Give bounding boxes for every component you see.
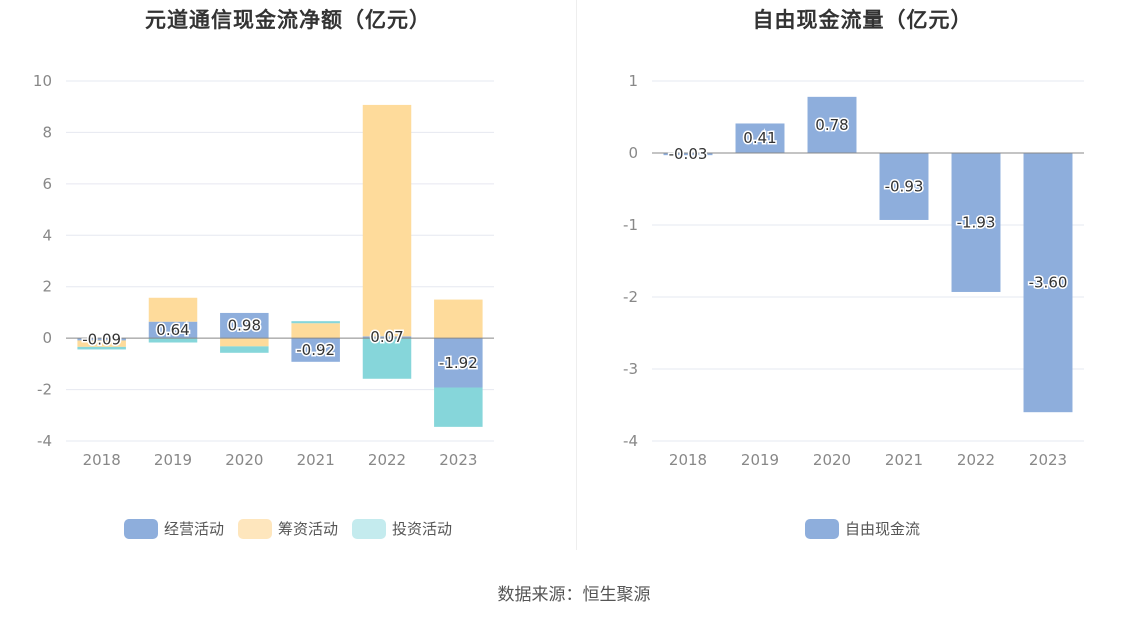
- legend-label: 投资活动: [392, 520, 453, 538]
- y-tick-label: 8: [42, 123, 52, 141]
- legend-label: 经营活动: [163, 520, 224, 538]
- bar: [220, 338, 269, 347]
- y-tick-label: 0: [628, 144, 638, 162]
- y-tick-label: -1: [623, 216, 638, 234]
- bar: [735, 123, 785, 153]
- data-label: 0.98: [228, 317, 261, 335]
- bar: [434, 299, 483, 339]
- legend-label: 自由现金流: [844, 520, 920, 538]
- bar: [148, 321, 198, 339]
- bar: [434, 387, 483, 427]
- data-label: -3.60: [1029, 274, 1068, 292]
- x-tick-label: 2022: [957, 451, 995, 469]
- bar: [1023, 153, 1073, 413]
- bar: [362, 336, 412, 339]
- data-label: 0.07: [370, 328, 403, 346]
- bar: [77, 338, 126, 341]
- y-tick-label: 2: [42, 278, 52, 296]
- data-label: 0.64: [156, 321, 189, 339]
- bar: [291, 321, 340, 324]
- y-tick-label: -4: [623, 432, 638, 450]
- y-tick-label: -4: [37, 432, 52, 450]
- bar: [291, 338, 340, 362]
- bar: [220, 346, 269, 353]
- bar: [362, 104, 412, 337]
- data-source-note: 数据来源：恒生聚源: [497, 585, 651, 605]
- bar: [362, 338, 412, 379]
- bar: [148, 338, 198, 343]
- legend-swatch-free-cash-flow: [804, 518, 839, 539]
- data-label: -0.09: [82, 330, 121, 348]
- y-tick-label: -2: [37, 381, 52, 399]
- left-chart-legend: 经营活动 筹资活动 投资活动: [0, 518, 576, 539]
- bar: [434, 338, 483, 388]
- legend-item-financing[interactable]: 筹资活动: [237, 518, 338, 539]
- bar: [291, 323, 340, 339]
- x-tick-label: 2019: [154, 451, 192, 469]
- y-tick-label: -2: [623, 288, 638, 306]
- y-tick-label: 0: [42, 329, 52, 347]
- legend-swatch-investing: [352, 518, 386, 539]
- bar: [77, 340, 126, 347]
- x-tick-label: 2021: [885, 451, 923, 469]
- bar: [77, 346, 126, 350]
- left-chart-panel: 元道通信现金流净额（亿元） 10 8 6 4 2 0 -2 -4 2018 2019 2020 202…: [0, 0, 576, 560]
- right-chart-plot: 1 0 -1 -2 -3 -4 2018 2019 2020 2021 2022 2023 -0.03 0…: [623, 72, 1084, 469]
- x-tick-label: 2018: [669, 451, 707, 469]
- y-tick-label: 10: [33, 72, 52, 90]
- data-label: -0.93: [885, 177, 924, 195]
- x-tick-label: 2020: [225, 451, 263, 469]
- data-label: 0.78: [815, 116, 848, 134]
- data-label: -1.92: [439, 354, 478, 372]
- bar: [807, 96, 857, 153]
- right-chart-legend: 自由现金流: [577, 518, 1148, 539]
- data-label: -0.03: [669, 145, 708, 163]
- x-tick-label: 2022: [368, 451, 406, 469]
- x-tick-label: 2021: [297, 451, 335, 469]
- bar: [148, 297, 198, 322]
- y-tick-label: 1: [628, 72, 638, 90]
- data-label: -0.92: [296, 341, 335, 359]
- bar: [879, 153, 929, 220]
- panel-divider: [576, 0, 577, 550]
- legend-swatch-financing: [237, 518, 272, 539]
- legend-item-operating[interactable]: 经营活动: [123, 518, 224, 539]
- y-tick-label: 6: [42, 175, 52, 193]
- data-label: 0.41: [743, 129, 776, 147]
- legend-swatch-operating: [123, 518, 158, 539]
- bar: [951, 153, 1001, 292]
- x-tick-label: 2018: [83, 451, 121, 469]
- left-chart-plot: 10 8 6 4 2 0 -2 -4 2018 2019 2020 2021 2022 2023 -0.09…: [33, 72, 494, 469]
- y-tick-label: 4: [42, 226, 52, 244]
- x-tick-label: 2020: [813, 451, 851, 469]
- right-chart-title: 自由现金流量（亿元）: [752, 8, 973, 32]
- y-tick-label: -3: [623, 360, 638, 378]
- right-chart-panel: 自由现金流量（亿元） 1 0 -1 -2 -3 -4 2018 2019 2020 2021 202…: [577, 0, 1148, 560]
- x-tick-label: 2023: [1029, 451, 1067, 469]
- x-tick-label: 2019: [741, 451, 779, 469]
- legend-item-investing[interactable]: 投资活动: [352, 518, 452, 539]
- data-label: -1.93: [957, 213, 996, 231]
- x-tick-label: 2023: [439, 451, 477, 469]
- legend-label: 筹资活动: [277, 520, 338, 538]
- bar: [663, 153, 713, 156]
- legend-item-free-cash-flow[interactable]: 自由现金流: [804, 518, 920, 539]
- bar: [220, 312, 269, 339]
- left-chart-title: 元道通信现金流净额（亿元）: [145, 8, 431, 32]
